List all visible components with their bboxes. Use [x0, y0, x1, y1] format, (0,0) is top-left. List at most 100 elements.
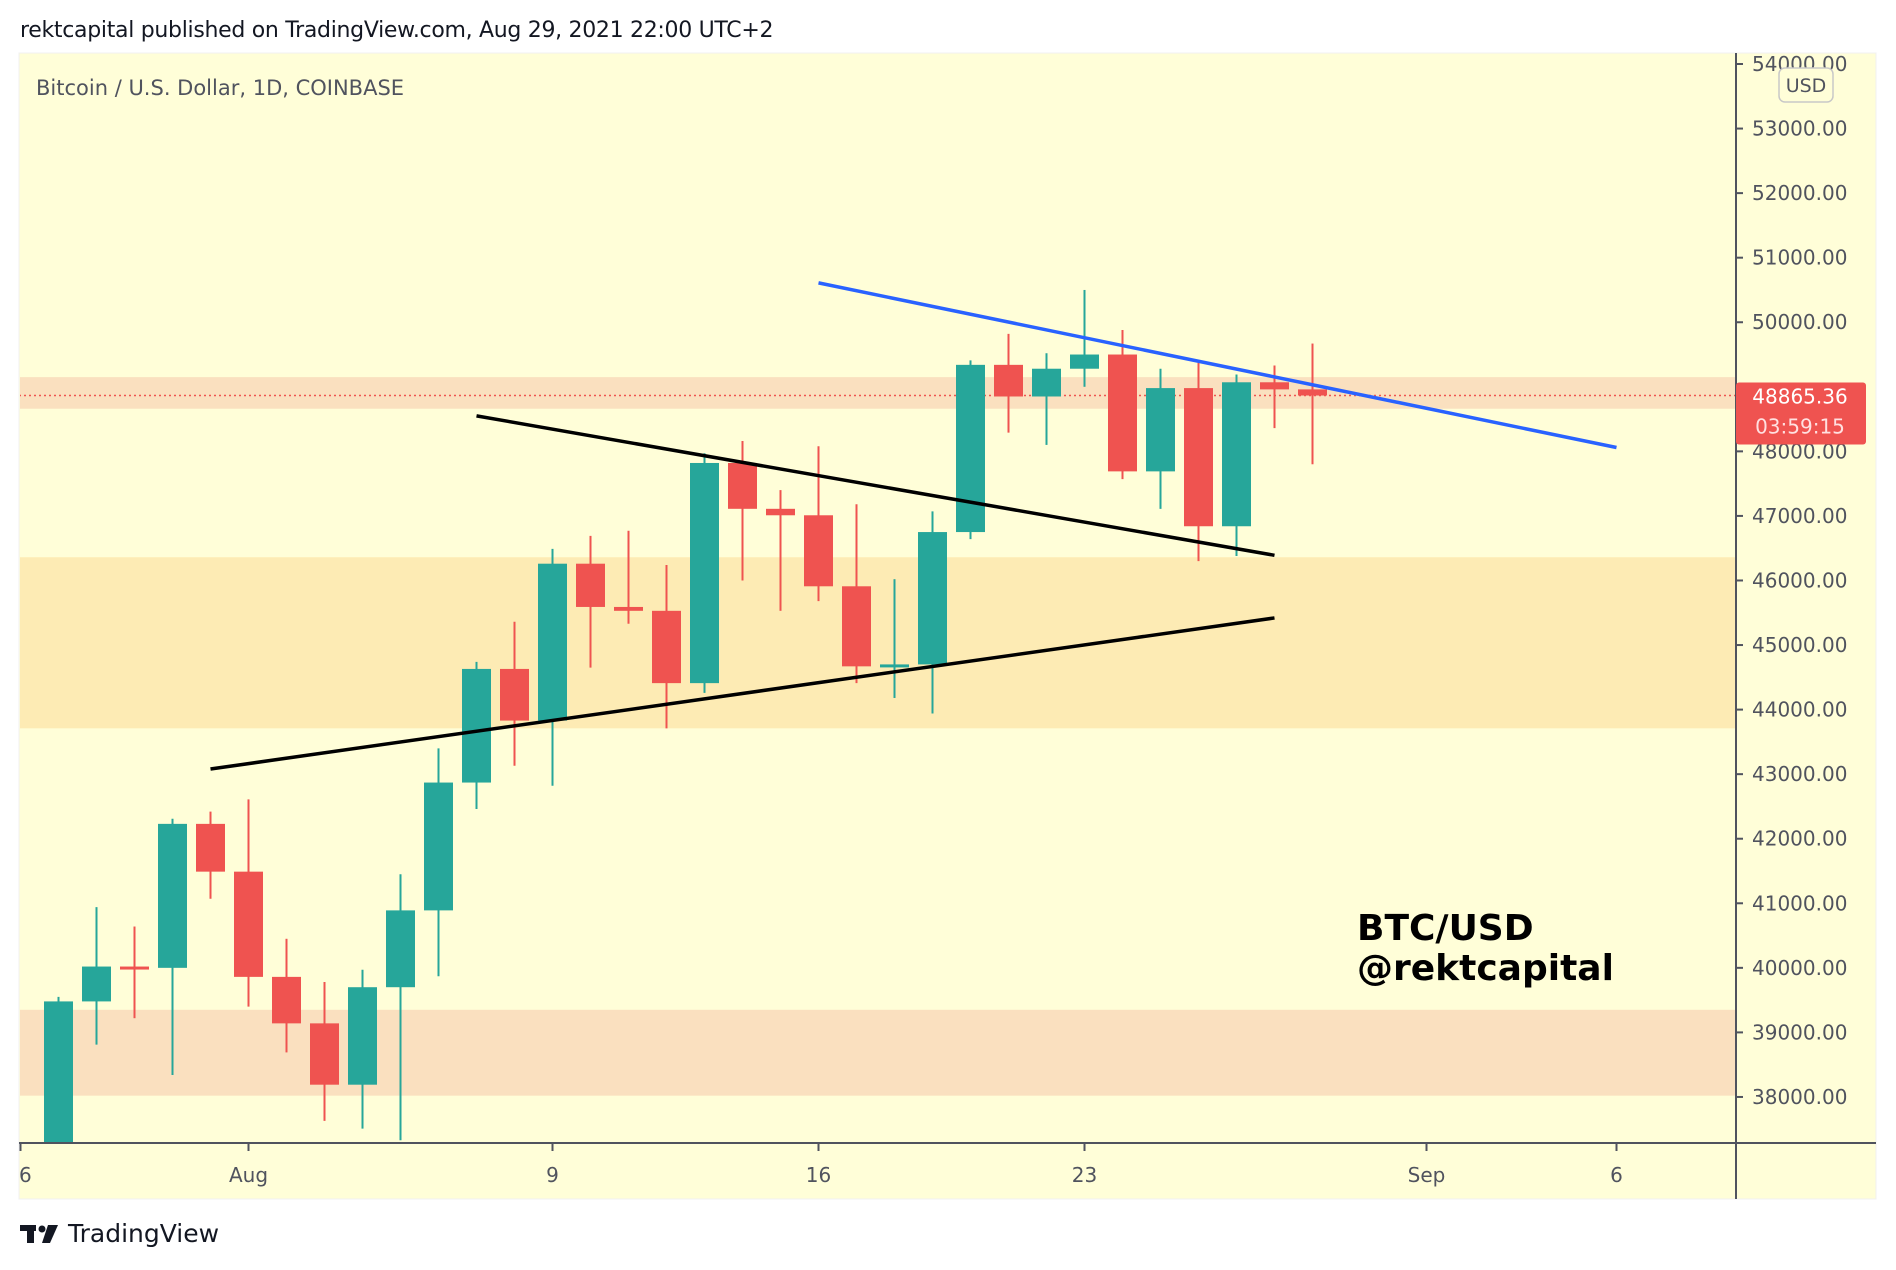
blue-descending-trendline[interactable]	[818, 281, 1617, 450]
candle-body	[1298, 389, 1327, 396]
upper-wedge-trendline[interactable]	[476, 414, 1275, 558]
candle-body	[1108, 354, 1137, 472]
currency-label: USD	[1786, 75, 1827, 97]
candle-jul-31[interactable]	[196, 811, 225, 899]
x-tick-label: 9	[546, 1163, 559, 1187]
x-tick-label: Sep	[1408, 1163, 1446, 1187]
candle-aug-8[interactable]	[500, 621, 529, 766]
candle-aug-12[interactable]	[652, 564, 681, 729]
candle-jul-28[interactable]	[82, 907, 111, 1045]
candle-aug-7[interactable]	[462, 661, 491, 810]
y-tick-label: 41000.00	[1752, 891, 1847, 915]
candle-body	[576, 563, 605, 607]
candle-aug-25[interactable]	[1146, 368, 1175, 509]
y-tick-label: 39000.00	[1752, 1020, 1847, 1044]
candle-body	[652, 610, 681, 684]
y-tick-label: 53000.00	[1752, 117, 1847, 141]
candle-body	[500, 668, 529, 721]
y-tick-label: 47000.00	[1752, 504, 1847, 528]
lower-wedge-trendline[interactable]	[210, 616, 1275, 771]
candle-aug-3[interactable]	[310, 982, 339, 1121]
candle-aug-15[interactable]	[766, 490, 795, 611]
x-tick-label: 16	[806, 1163, 831, 1187]
tradingview-footer[interactable]: TradingView	[20, 1219, 219, 1248]
y-tick-label: 38000.00	[1752, 1085, 1847, 1109]
candle-aug-1[interactable]	[234, 799, 263, 1007]
chart-title: Bitcoin / U.S. Dollar, 1D, COINBASE	[36, 76, 404, 100]
candle-aug-24[interactable]	[1108, 329, 1137, 480]
candle-body	[1032, 368, 1061, 397]
candle-aug-6[interactable]	[424, 748, 453, 977]
candle-body	[1260, 382, 1289, 390]
candle-aug-19[interactable]	[918, 511, 947, 714]
watermark-line-1: BTC/USD	[1357, 908, 1534, 949]
candle-body	[1222, 382, 1251, 527]
price-axis[interactable]: 38000.00 39000.00 40000.00 41000.00 42000.00…	[1736, 52, 1847, 1109]
candle-aug-4[interactable]	[348, 969, 377, 1129]
candle-aug-10[interactable]	[576, 535, 605, 668]
candle-body	[348, 987, 377, 1085]
candle-jul-27[interactable]	[44, 996, 73, 1200]
candle-body	[44, 1001, 73, 1143]
mid-zone	[20, 557, 1736, 729]
candle-body	[766, 508, 795, 516]
candle-aug-22[interactable]	[1032, 353, 1061, 445]
x-tick-label: 6	[19, 1163, 32, 1187]
tradingview-brand: TradingView	[68, 1219, 220, 1248]
x-tick-label: 6	[1610, 1163, 1623, 1187]
tradingview-logo-icon	[20, 1224, 58, 1243]
candle-body	[1184, 388, 1213, 527]
y-tick-label: 44000.00	[1752, 698, 1847, 722]
candle-aug-27[interactable]	[1222, 374, 1251, 556]
candle-aug-21[interactable]	[994, 333, 1023, 433]
watermark-line-2: @rektcapital	[1357, 948, 1614, 989]
y-tick-label: 43000.00	[1752, 762, 1847, 786]
candle-aug-18[interactable]	[880, 579, 909, 698]
resistance-zone	[20, 377, 1736, 409]
candle-body	[842, 586, 871, 667]
candle-body	[804, 515, 833, 587]
currency-badge[interactable]: USD	[1778, 67, 1834, 103]
candle-aug-20[interactable]	[956, 360, 985, 540]
y-tick-label: 42000.00	[1752, 827, 1847, 851]
last-price-label: 48865.36 03:59:15	[1736, 382, 1866, 445]
candle-jul-30[interactable]	[158, 818, 187, 1076]
publish-header: rektcapital published on TradingView.com…	[20, 18, 774, 43]
candle-body	[880, 664, 909, 668]
candle-body	[994, 364, 1023, 397]
candle-aug-14[interactable]	[728, 441, 757, 581]
y-tick-label: 50000.00	[1752, 310, 1847, 334]
candle-jul-29[interactable]	[120, 926, 149, 1019]
candle-aug-2[interactable]	[272, 938, 301, 1053]
candle-aug-5[interactable]	[386, 874, 415, 1141]
candle-body	[1146, 388, 1175, 472]
candle-body	[120, 966, 149, 970]
x-tick-label: Aug	[229, 1163, 268, 1187]
candle-aug-29[interactable]	[1298, 343, 1327, 465]
y-tick-label: 46000.00	[1752, 568, 1847, 592]
bar-countdown: 03:59:15	[1755, 414, 1845, 438]
candle-body	[272, 976, 301, 1024]
y-tick-label: 40000.00	[1752, 956, 1847, 980]
candle-aug-9[interactable]	[538, 548, 567, 786]
candle-body	[462, 668, 491, 783]
candle-aug-13[interactable]	[690, 453, 719, 693]
y-tick-label: 51000.00	[1752, 246, 1847, 270]
candle-body	[1070, 354, 1099, 369]
candle-body	[690, 462, 719, 684]
candle-aug-11[interactable]	[614, 530, 643, 624]
y-tick-label: 45000.00	[1752, 633, 1847, 657]
candle-aug-16[interactable]	[804, 446, 833, 602]
candle-body	[158, 823, 187, 968]
candle-body	[234, 871, 263, 977]
candle-body	[728, 462, 757, 509]
last-price-value: 48865.36	[1752, 384, 1847, 408]
candle-aug-26[interactable]	[1184, 362, 1213, 562]
candle-aug-17[interactable]	[842, 504, 871, 684]
support-zone	[20, 1009, 1736, 1096]
candle-body	[310, 1023, 339, 1085]
time-axis[interactable]: 6 Aug 9 16 23 Sep 6	[19, 1143, 1623, 1187]
candle-body	[82, 966, 111, 1002]
candle-body	[956, 364, 985, 533]
